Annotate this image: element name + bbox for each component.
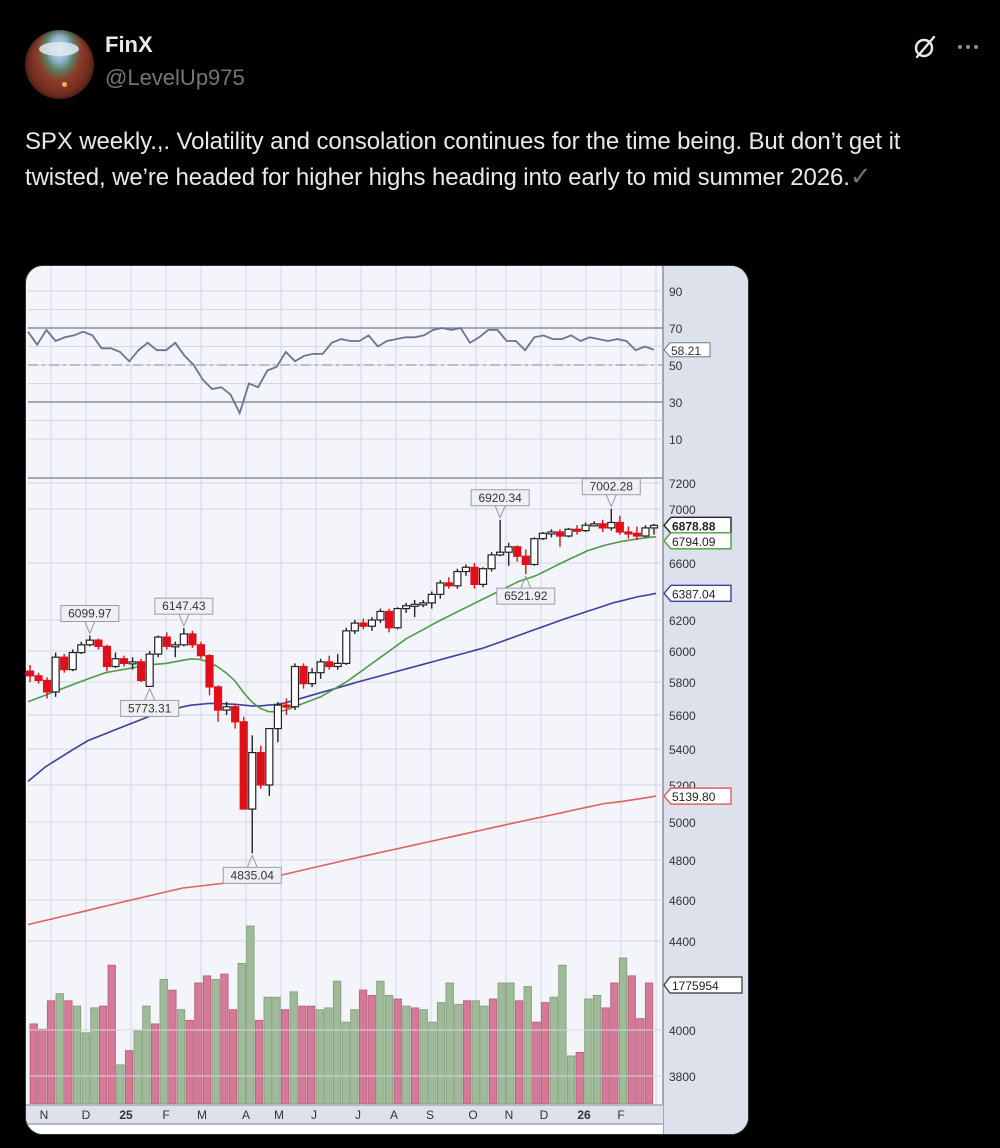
svg-text:S: S bbox=[426, 1108, 434, 1122]
svg-text:4400: 4400 bbox=[669, 935, 696, 949]
avatar[interactable] bbox=[25, 30, 94, 99]
svg-text:F: F bbox=[162, 1108, 169, 1122]
svg-text:6600: 6600 bbox=[669, 557, 696, 571]
svg-text:4800: 4800 bbox=[669, 854, 696, 868]
svg-text:4000: 4000 bbox=[669, 1024, 696, 1038]
tweet-header: FinX @LevelUp975 bbox=[25, 28, 975, 100]
svg-text:F: F bbox=[617, 1108, 624, 1122]
more-dot bbox=[966, 45, 970, 49]
svg-text:6099.97: 6099.97 bbox=[68, 607, 112, 621]
tweet-text: SPX weekly.,. Volatility and consolation… bbox=[25, 124, 985, 195]
svg-text:3800: 3800 bbox=[669, 1070, 696, 1084]
svg-text:5000: 5000 bbox=[669, 816, 696, 830]
svg-text:D: D bbox=[82, 1108, 91, 1122]
spx-weekly-chart: 90 70 50 30 10 58.21 7200 7000 6600 6200 6000 5800 5… bbox=[26, 266, 748, 1134]
svg-text:M: M bbox=[274, 1108, 284, 1122]
svg-text:N: N bbox=[505, 1108, 514, 1122]
svg-text:N: N bbox=[40, 1108, 49, 1122]
more-dot bbox=[974, 45, 978, 49]
svg-text:J: J bbox=[311, 1108, 317, 1122]
svg-text:D: D bbox=[540, 1108, 549, 1122]
svg-text:25: 25 bbox=[119, 1108, 133, 1122]
svg-text:5400: 5400 bbox=[669, 743, 696, 757]
svg-text:7002.28: 7002.28 bbox=[590, 480, 634, 494]
svg-text:6147.43: 6147.43 bbox=[162, 599, 206, 613]
svg-text:6521.92: 6521.92 bbox=[504, 589, 548, 603]
svg-text:6000: 6000 bbox=[669, 645, 696, 659]
svg-text:26: 26 bbox=[577, 1108, 591, 1122]
svg-text:1775954: 1775954 bbox=[672, 979, 719, 993]
checkmark-icon: ✓ bbox=[849, 161, 872, 191]
tweet-body: SPX weekly.,. Volatility and consolation… bbox=[25, 128, 901, 191]
svg-text:70: 70 bbox=[669, 322, 683, 336]
svg-text:6794.09: 6794.09 bbox=[672, 535, 716, 549]
svg-text:4835.04: 4835.04 bbox=[231, 868, 275, 882]
chart-image[interactable]: 90 70 50 30 10 58.21 7200 7000 6600 6200 6000 5800 5… bbox=[25, 265, 749, 1135]
svg-text:4600: 4600 bbox=[669, 894, 696, 908]
more-dot bbox=[958, 45, 962, 49]
svg-text:A: A bbox=[390, 1108, 398, 1122]
svg-text:5139.80: 5139.80 bbox=[672, 790, 716, 804]
svg-text:A: A bbox=[242, 1108, 250, 1122]
svg-text:O: O bbox=[468, 1108, 477, 1122]
more-options-icon[interactable] bbox=[958, 38, 984, 56]
svg-text:10: 10 bbox=[669, 433, 683, 447]
svg-text:6920.34: 6920.34 bbox=[478, 491, 522, 505]
grok-icon[interactable] bbox=[912, 34, 938, 60]
svg-text:6387.04: 6387.04 bbox=[672, 587, 716, 601]
svg-text:7000: 7000 bbox=[669, 503, 696, 517]
svg-text:6200: 6200 bbox=[669, 614, 696, 628]
svg-text:5773.31: 5773.31 bbox=[128, 701, 172, 715]
svg-text:6878.88: 6878.88 bbox=[672, 519, 716, 533]
avatar-cloud bbox=[39, 42, 79, 56]
svg-text:50: 50 bbox=[669, 359, 683, 373]
svg-text:5800: 5800 bbox=[669, 676, 696, 690]
user-handle[interactable]: @LevelUp975 bbox=[105, 65, 245, 90]
avatar-light bbox=[62, 82, 67, 87]
svg-text:90: 90 bbox=[669, 285, 683, 299]
svg-text:7200: 7200 bbox=[669, 477, 696, 491]
svg-text:58.21: 58.21 bbox=[671, 344, 701, 358]
svg-text:M: M bbox=[197, 1108, 207, 1122]
svg-text:5600: 5600 bbox=[669, 709, 696, 723]
svg-text:30: 30 bbox=[669, 396, 683, 410]
svg-text:J: J bbox=[355, 1108, 361, 1122]
display-name[interactable]: FinX bbox=[105, 32, 153, 57]
